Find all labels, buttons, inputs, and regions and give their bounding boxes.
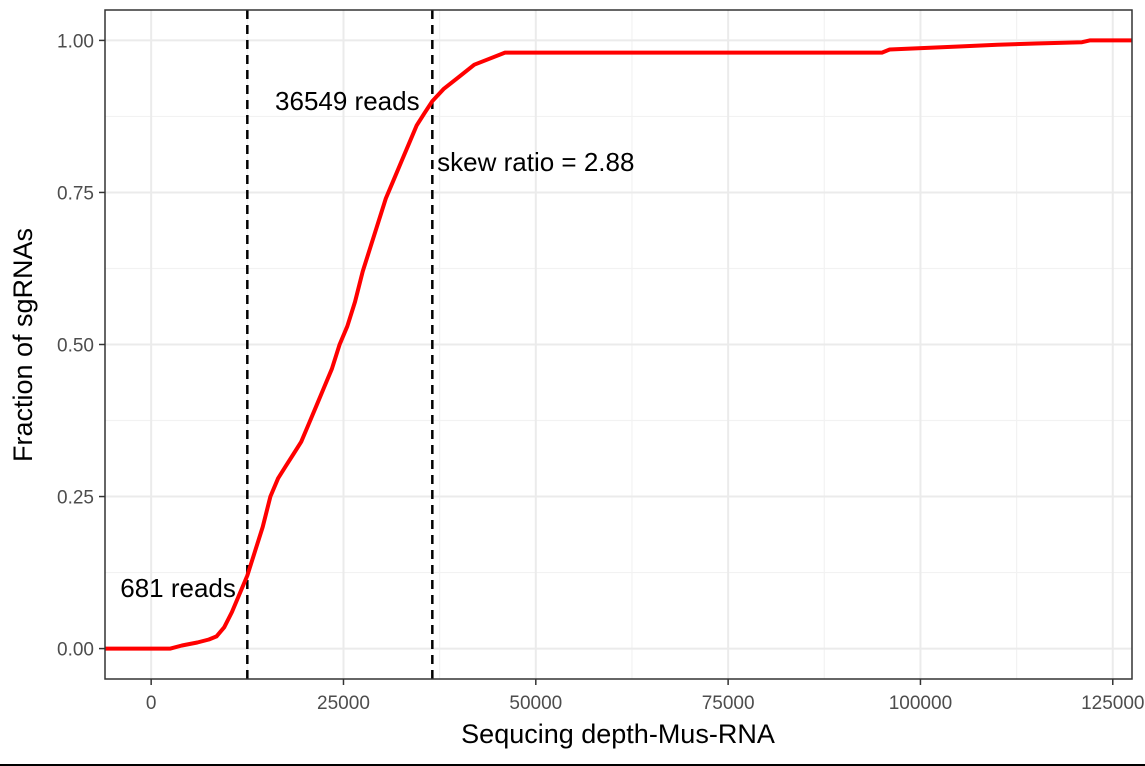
x-tick-label: 50000 (509, 693, 562, 714)
y-tick-label: 0.00 (57, 640, 94, 661)
y-axis-ticks: 0.00 0.25 0.50 0.75 1.00 (57, 31, 105, 660)
x-axis-title: Sequcing depth-Mus-RNA (461, 719, 775, 749)
y-tick-label: 0.75 (57, 183, 94, 204)
x-tick-label: 0 (146, 693, 157, 714)
y-tick-label: 0.50 (57, 336, 94, 357)
annotation-label: skew ratio = 2.88 (437, 147, 634, 177)
x-axis-ticks: 0 25000 50000 75000 100000 125000 (146, 679, 1145, 714)
annotation-label: 36549 reads (275, 86, 420, 116)
x-tick-label: 25000 (317, 693, 370, 714)
x-tick-label: 75000 (702, 693, 755, 714)
x-tick-label: 100000 (889, 693, 952, 714)
y-tick-label: 0.25 (57, 488, 94, 509)
y-axis-title: Fraction of sgRNAs (8, 228, 38, 462)
y-tick-label: 1.00 (57, 31, 94, 52)
chart: 0 25000 50000 75000 100000 125000 0.00 0.25 0.5… (0, 0, 1145, 766)
x-tick-label: 125000 (1081, 693, 1144, 714)
annotation-label: 681 reads (120, 573, 236, 603)
